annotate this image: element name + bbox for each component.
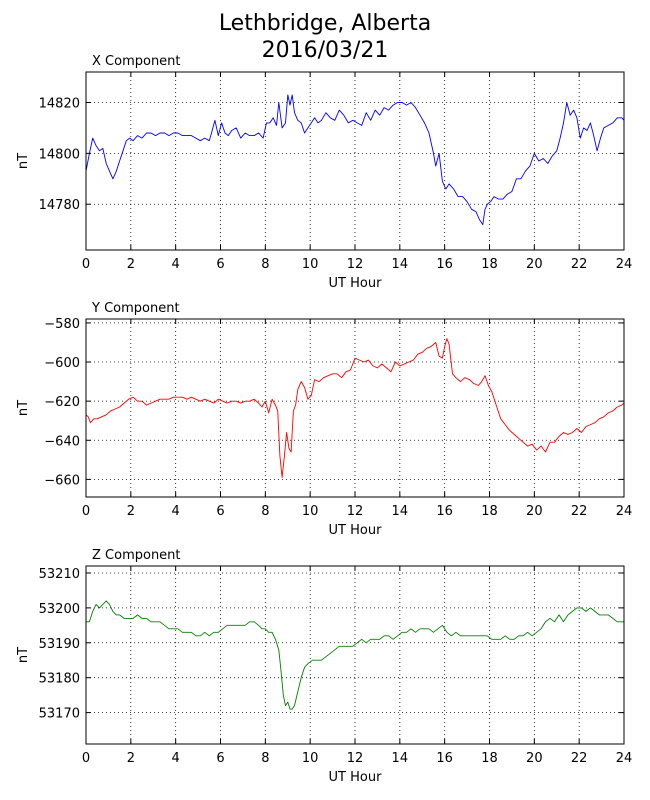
x-tick-label: 18 bbox=[481, 751, 498, 766]
y-axis-label: nT bbox=[16, 153, 31, 169]
y-tick-label: 14820 bbox=[39, 97, 80, 112]
x-tick-label: 8 bbox=[261, 504, 269, 519]
x-tick-label: 20 bbox=[526, 751, 543, 766]
x-tick-label: 2 bbox=[127, 751, 135, 766]
y-tick-label: 14800 bbox=[39, 147, 80, 162]
x-tick-label: 0 bbox=[82, 751, 90, 766]
x-tick-label: 10 bbox=[302, 504, 319, 519]
x-tick-label: 16 bbox=[436, 751, 453, 766]
y-tick-label: 53210 bbox=[39, 567, 80, 582]
y-tick-label: −660 bbox=[44, 473, 80, 488]
x-tick-label: 0 bbox=[82, 504, 90, 519]
y-tick-label: −620 bbox=[44, 395, 80, 410]
x-tick-label: 22 bbox=[571, 751, 588, 766]
x-tick-label: 16 bbox=[436, 257, 453, 272]
x-tick-label: 22 bbox=[571, 504, 588, 519]
y-tick-label: −640 bbox=[44, 434, 80, 449]
x-tick-label: 14 bbox=[392, 751, 409, 766]
x-tick-label: 4 bbox=[172, 751, 180, 766]
title-location: Lethbridge, Alberta bbox=[218, 11, 432, 36]
x-tick-label: 6 bbox=[216, 751, 224, 766]
x-tick-label: 14 bbox=[392, 257, 409, 272]
x-tick-label: 22 bbox=[571, 257, 588, 272]
x-tick-label: 8 bbox=[261, 257, 269, 272]
y-tick-label: 53200 bbox=[39, 602, 80, 617]
x-tick-label: 14 bbox=[392, 504, 409, 519]
x-axis-label: UT Hour bbox=[329, 770, 383, 785]
panel-title: Z Component bbox=[92, 548, 181, 563]
x-tick-label: 2 bbox=[127, 504, 135, 519]
x-axis-label: UT Hour bbox=[329, 276, 383, 291]
x-tick-label: 18 bbox=[481, 504, 498, 519]
title-date: 2016/03/21 bbox=[261, 38, 389, 63]
x-tick-label: 12 bbox=[347, 504, 364, 519]
x-tick-label: 10 bbox=[302, 257, 319, 272]
x-tick-label: 16 bbox=[436, 504, 453, 519]
panel-title: X Component bbox=[92, 54, 181, 69]
x-tick-label: 12 bbox=[347, 257, 364, 272]
x-tick-label: 6 bbox=[216, 504, 224, 519]
x-tick-label: 20 bbox=[526, 257, 543, 272]
data-line bbox=[86, 600, 624, 710]
x-tick-label: 6 bbox=[216, 257, 224, 272]
x-tick-label: 12 bbox=[347, 751, 364, 766]
y-tick-label: −580 bbox=[44, 317, 80, 332]
x-tick-label: 10 bbox=[302, 751, 319, 766]
x-tick-label: 18 bbox=[481, 257, 498, 272]
x-tick-label: 24 bbox=[616, 257, 633, 272]
x-tick-label: 8 bbox=[261, 751, 269, 766]
page-title: Lethbridge, Alberta 2016/03/21 bbox=[0, 10, 650, 64]
x-tick-label: 2 bbox=[127, 257, 135, 272]
x-tick-label: 4 bbox=[172, 257, 180, 272]
y-tick-label: −600 bbox=[44, 356, 80, 371]
x-axis-label: UT Hour bbox=[329, 523, 383, 538]
x-tick-label: 24 bbox=[616, 504, 633, 519]
panel-title: Y Component bbox=[91, 301, 180, 316]
chart-panel-3: 0 2 4 6 8 10 12 14 16 18 20 22 245317053180531905320… bbox=[16, 548, 632, 785]
y-axis-label: nT bbox=[16, 647, 31, 663]
data-line bbox=[85, 94, 625, 226]
y-tick-label: 53170 bbox=[39, 707, 80, 722]
x-tick-label: 4 bbox=[172, 504, 180, 519]
y-axis-label: nT bbox=[16, 400, 31, 416]
y-tick-label: 14780 bbox=[39, 198, 80, 213]
chart-panel-2: 0 2 4 6 8 10 12 14 16 18 20 22 24−580−600−620−640−66… bbox=[16, 301, 632, 538]
y-tick-label: 53180 bbox=[39, 672, 80, 687]
data-line bbox=[85, 338, 625, 478]
x-tick-label: 24 bbox=[616, 751, 633, 766]
x-tick-label: 20 bbox=[526, 504, 543, 519]
y-tick-label: 53190 bbox=[39, 637, 80, 652]
x-tick-label: 0 bbox=[82, 257, 90, 272]
